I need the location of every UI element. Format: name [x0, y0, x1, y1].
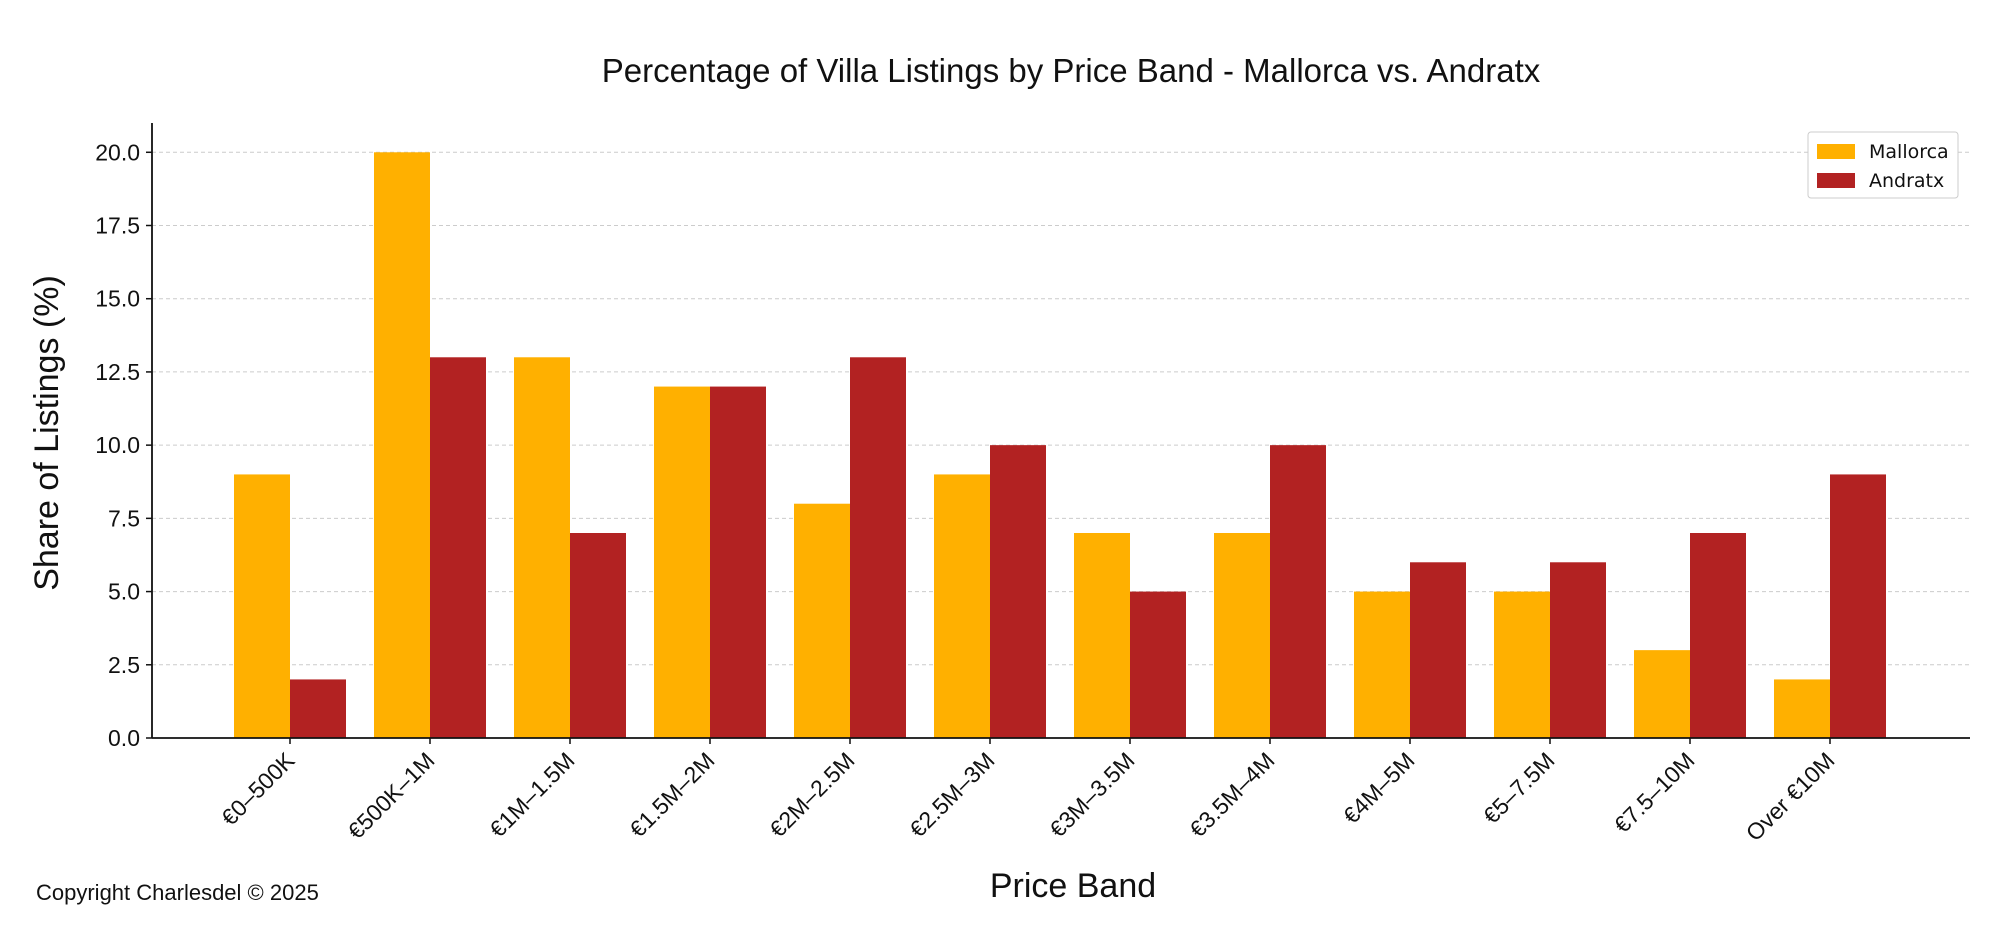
bar-mallorca-5 [934, 474, 990, 738]
bar-mallorca-1 [374, 152, 430, 739]
y-tick-label: 7.5 [108, 505, 140, 531]
bar-mallorca-4 [794, 503, 850, 738]
bar-series [234, 152, 1886, 739]
x-tick-label: Over €10M [1741, 747, 1840, 846]
bar-mallorca-11 [1774, 679, 1830, 738]
x-tick-label: €3.5M–4M [1184, 747, 1279, 842]
bar-andratx-10 [1690, 533, 1746, 738]
bar-mallorca-8 [1354, 591, 1410, 738]
y-tick-label: 15.0 [95, 286, 140, 312]
bar-andratx-5 [990, 445, 1046, 738]
bar-mallorca-9 [1494, 591, 1550, 738]
bar-mallorca-2 [514, 357, 570, 738]
bar-mallorca-6 [1074, 533, 1130, 738]
y-tick-label: 0.0 [108, 725, 140, 751]
bar-mallorca-7 [1214, 533, 1270, 738]
bar-mallorca-3 [654, 386, 710, 738]
x-axis-label: Price Band [990, 867, 1156, 905]
y-tick-label: 20.0 [95, 139, 140, 165]
y-tick-label: 12.5 [95, 359, 140, 385]
bar-andratx-1 [430, 357, 486, 738]
legend-swatch-mallorca [1817, 144, 1855, 159]
bar-andratx-7 [1270, 445, 1326, 738]
x-tick-labels: €0–500K €500K–1M €1M–1.5M €1.5M–2M €2M–2.5M €… [216, 738, 1840, 846]
x-tick-label: €0–500K [216, 747, 300, 831]
x-tick-label: €3M–3.5M [1044, 747, 1139, 842]
legend-swatch-andratx [1817, 173, 1855, 188]
x-tick-label: €7.5–10M [1609, 747, 1700, 838]
y-axis-label: Share of Listings (%) [28, 275, 66, 591]
x-tick-label: €2M–2.5M [764, 747, 859, 842]
x-tick-label: €2.5M–3M [904, 747, 999, 842]
bar-mallorca-0 [234, 474, 290, 738]
legend: Mallorca Andratx [1807, 131, 1959, 199]
bar-andratx-0 [290, 679, 346, 738]
y-tick-label: 5.0 [108, 579, 140, 605]
bar-andratx-4 [850, 357, 906, 738]
chart-title: Percentage of Villa Listings by Price Ba… [602, 52, 1541, 89]
y-tick-label: 10.0 [95, 432, 140, 458]
bar-andratx-6 [1130, 591, 1186, 738]
x-tick-label: €500K–1M [342, 747, 439, 844]
legend-label-andratx: Andratx [1869, 170, 1944, 192]
y-tick-label: 2.5 [108, 652, 140, 678]
bar-andratx-9 [1550, 562, 1606, 738]
y-tick-labels: 0.0 2.5 5.0 7.5 10.0 12.5 15.0 17.5 20.0 [95, 139, 152, 751]
bar-andratx-11 [1830, 474, 1886, 738]
x-tick-label: €1M–1.5M [484, 747, 579, 842]
bar-andratx-2 [570, 533, 626, 738]
bar-mallorca-10 [1634, 650, 1690, 738]
bar-andratx-3 [710, 386, 766, 738]
y-tick-label: 17.5 [95, 213, 140, 239]
x-tick-label: €1.5M–2M [624, 747, 719, 842]
x-tick-label: €5–7.5M [1478, 747, 1560, 829]
copyright-text: Copyright Charlesdel © 2025 [36, 880, 319, 905]
bar-andratx-8 [1410, 562, 1466, 738]
x-tick-label: €4M–5M [1338, 747, 1420, 829]
legend-label-mallorca: Mallorca [1869, 141, 1949, 163]
